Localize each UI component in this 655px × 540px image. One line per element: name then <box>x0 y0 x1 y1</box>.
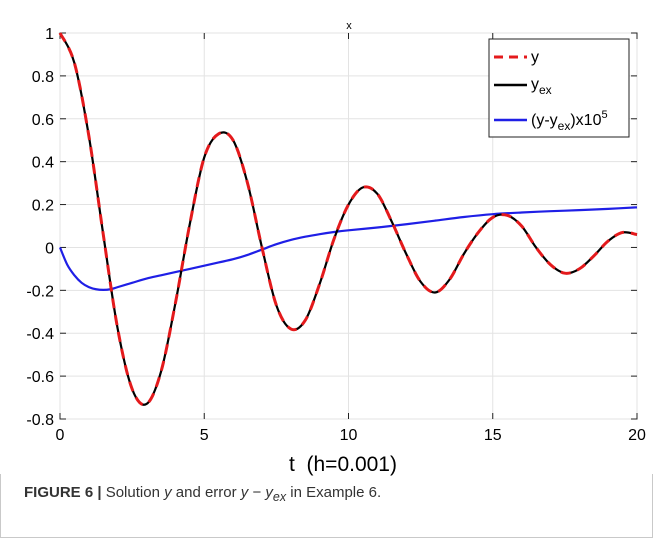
x-tick-label: 15 <box>484 427 502 444</box>
y-tick-label: -0.6 <box>26 369 54 386</box>
series-line-y <box>58 32 638 407</box>
x-tick-label: 0 <box>56 427 65 444</box>
y-tick-label: 0.6 <box>32 112 54 129</box>
grid-lines <box>59 32 638 420</box>
tick-marks <box>59 32 638 420</box>
legend-label-yex: yex <box>531 76 552 97</box>
legend: y yex (y-yex)x105 <box>488 38 630 138</box>
legend-yex-base: y <box>531 76 539 93</box>
y-tick-label: 0.8 <box>32 69 54 86</box>
y-tick-label: 0 <box>45 240 54 257</box>
legend-error-sup: 5 <box>601 109 607 121</box>
caption-text-2: and error <box>171 484 241 501</box>
caption-sym-y: y <box>164 484 172 501</box>
y-tick-label: -0.2 <box>26 283 54 300</box>
caption-sym-y2: y <box>240 484 249 501</box>
series-layer <box>58 32 638 407</box>
line-chart: 0 5 10 15 20 -0.8-0.6-0.4-0.200.20.40.60.81 … <box>26 20 646 476</box>
legend-error-sub: ex <box>558 119 571 133</box>
caption-label: FIGURE 6 | <box>24 484 102 501</box>
y-tick-label: -0.4 <box>26 326 54 343</box>
x-tick-label: 5 <box>200 427 209 444</box>
caption-text-3: in Example 6. <box>286 484 382 501</box>
x-tick-label: 10 <box>340 427 358 444</box>
legend-label-y: y <box>531 49 539 66</box>
y-tick-label: 0.4 <box>32 155 54 172</box>
y-tick-label: -0.8 <box>26 412 54 429</box>
y-tick-labels: -0.8 -0.6 -0.4 -0.2 0 0.2 0.4 0.6 0.8 1 <box>26 26 54 429</box>
series-line-error <box>58 206 638 291</box>
caption-text-1: Solution <box>101 484 165 501</box>
y-tick-label: 0.2 <box>32 198 54 215</box>
legend-yex-sub: ex <box>539 83 552 97</box>
caption-sym-y3: y <box>265 484 273 501</box>
y-tick-label: 1 <box>45 26 54 43</box>
legend-error-prefix: (y-y <box>531 112 558 129</box>
figure-caption: FIGURE 6 | Solution y and error y − yex … <box>24 484 381 504</box>
caption-sub-ex: ex <box>273 490 286 504</box>
legend-error-suffix: )x10 <box>570 112 601 129</box>
chart-title: x <box>346 20 352 32</box>
x-tick-label: 20 <box>628 427 646 444</box>
caption-minus: − <box>248 484 266 501</box>
x-tick-labels: 0 5 10 15 20 <box>56 427 646 444</box>
caption-box <box>0 474 653 538</box>
x-axis-label: t (h=0.001) <box>289 453 397 476</box>
caption-sub-ex-text: ex <box>272 490 287 504</box>
legend-label-error: (y-yex)x105 <box>531 109 608 133</box>
